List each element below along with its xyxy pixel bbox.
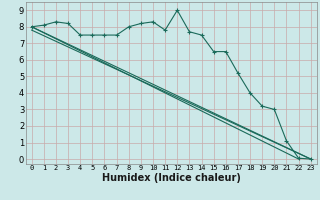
X-axis label: Humidex (Indice chaleur): Humidex (Indice chaleur) bbox=[102, 173, 241, 183]
